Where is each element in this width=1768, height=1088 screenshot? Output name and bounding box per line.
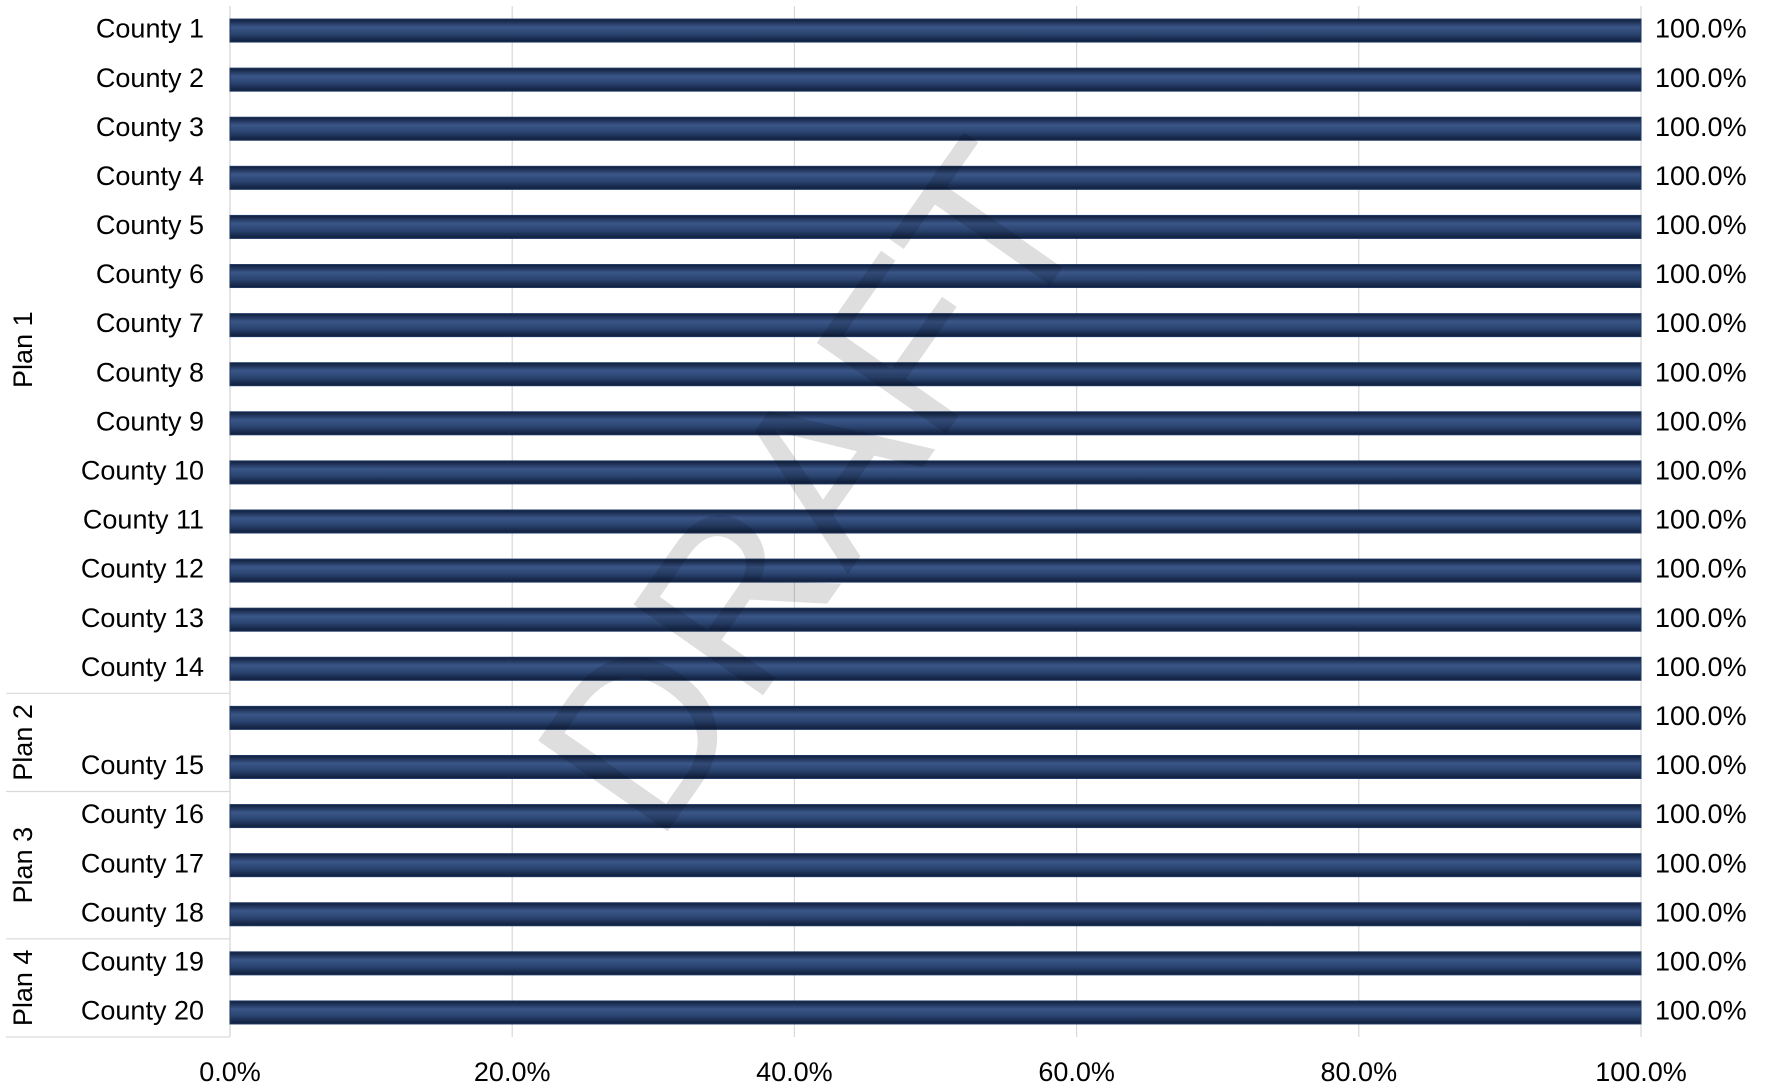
x-tick-label: 20.0%	[474, 1057, 551, 1087]
y-tick-label: County 20	[81, 996, 204, 1026]
group-label: Plan 3	[8, 827, 38, 904]
bar	[229, 1000, 1642, 1025]
value-label: 100.0%	[1655, 14, 1747, 44]
bar	[229, 705, 1642, 730]
y-tick-label: County 14	[81, 652, 204, 682]
value-label: 100.0%	[1655, 799, 1747, 829]
group-label: Plan 2	[8, 704, 38, 781]
value-label: 100.0%	[1655, 210, 1747, 240]
value-label: 100.0%	[1655, 946, 1747, 976]
bar	[229, 214, 1642, 239]
y-tick-label: County 15	[81, 750, 204, 780]
bar	[229, 853, 1642, 878]
y-tick-label: County 18	[81, 897, 204, 927]
bar	[229, 804, 1642, 829]
bar	[229, 754, 1642, 779]
bar	[229, 116, 1642, 141]
value-label: 100.0%	[1655, 848, 1747, 878]
x-tick-label: 80.0%	[1321, 1057, 1398, 1087]
value-label: 100.0%	[1655, 505, 1747, 535]
value-label: 100.0%	[1655, 554, 1747, 584]
bar	[229, 902, 1642, 927]
y-tick-label: County 12	[81, 554, 204, 584]
x-tick-label: 60.0%	[1038, 1057, 1115, 1087]
value-label: 100.0%	[1655, 456, 1747, 486]
bar	[229, 460, 1642, 485]
value-label: 100.0%	[1655, 63, 1747, 93]
y-tick-label: County 4	[96, 161, 204, 191]
value-label: 100.0%	[1655, 357, 1747, 387]
y-tick-label: County 10	[81, 456, 204, 486]
value-label: 100.0%	[1655, 750, 1747, 780]
bar	[229, 656, 1642, 681]
value-label: 100.0%	[1655, 259, 1747, 289]
value-label: 100.0%	[1655, 161, 1747, 191]
bar	[229, 362, 1642, 387]
bar	[229, 509, 1642, 534]
value-label: 100.0%	[1655, 603, 1747, 633]
bar	[229, 558, 1642, 583]
y-tick-label: County 7	[96, 308, 204, 338]
y-tick-label: County 19	[81, 946, 204, 976]
y-tick-label: County 16	[81, 799, 204, 829]
y-tick-label: County 2	[96, 63, 204, 93]
y-tick-label: County 8	[96, 357, 204, 387]
value-label: 100.0%	[1655, 897, 1747, 927]
y-tick-label: County 3	[96, 112, 204, 142]
y-tick-label: County 13	[81, 603, 204, 633]
x-tick-label: 100.0%	[1595, 1057, 1687, 1087]
y-tick-label: County 17	[81, 848, 204, 878]
y-tick-label: County 9	[96, 406, 204, 436]
value-label: 100.0%	[1655, 701, 1747, 731]
y-tick-label: County 1	[96, 14, 204, 44]
bar	[229, 951, 1642, 976]
x-tick-label: 0.0%	[199, 1057, 261, 1087]
bar	[229, 165, 1642, 190]
bar	[229, 313, 1642, 338]
value-label: 100.0%	[1655, 308, 1747, 338]
bar	[229, 607, 1642, 632]
value-label: 100.0%	[1655, 406, 1747, 436]
bar	[229, 18, 1642, 43]
value-label: 100.0%	[1655, 996, 1747, 1026]
y-tick-label: County 5	[96, 210, 204, 240]
group-label: Plan 1	[8, 311, 38, 388]
value-label: 100.0%	[1655, 112, 1747, 142]
bar	[229, 411, 1642, 436]
value-label: 100.0%	[1655, 652, 1747, 682]
bar	[229, 67, 1642, 92]
bar	[229, 264, 1642, 289]
y-tick-label: County 11	[83, 505, 204, 535]
group-label: Plan 4	[8, 950, 38, 1027]
x-tick-label: 40.0%	[756, 1057, 833, 1087]
y-tick-label: County 6	[96, 259, 204, 289]
